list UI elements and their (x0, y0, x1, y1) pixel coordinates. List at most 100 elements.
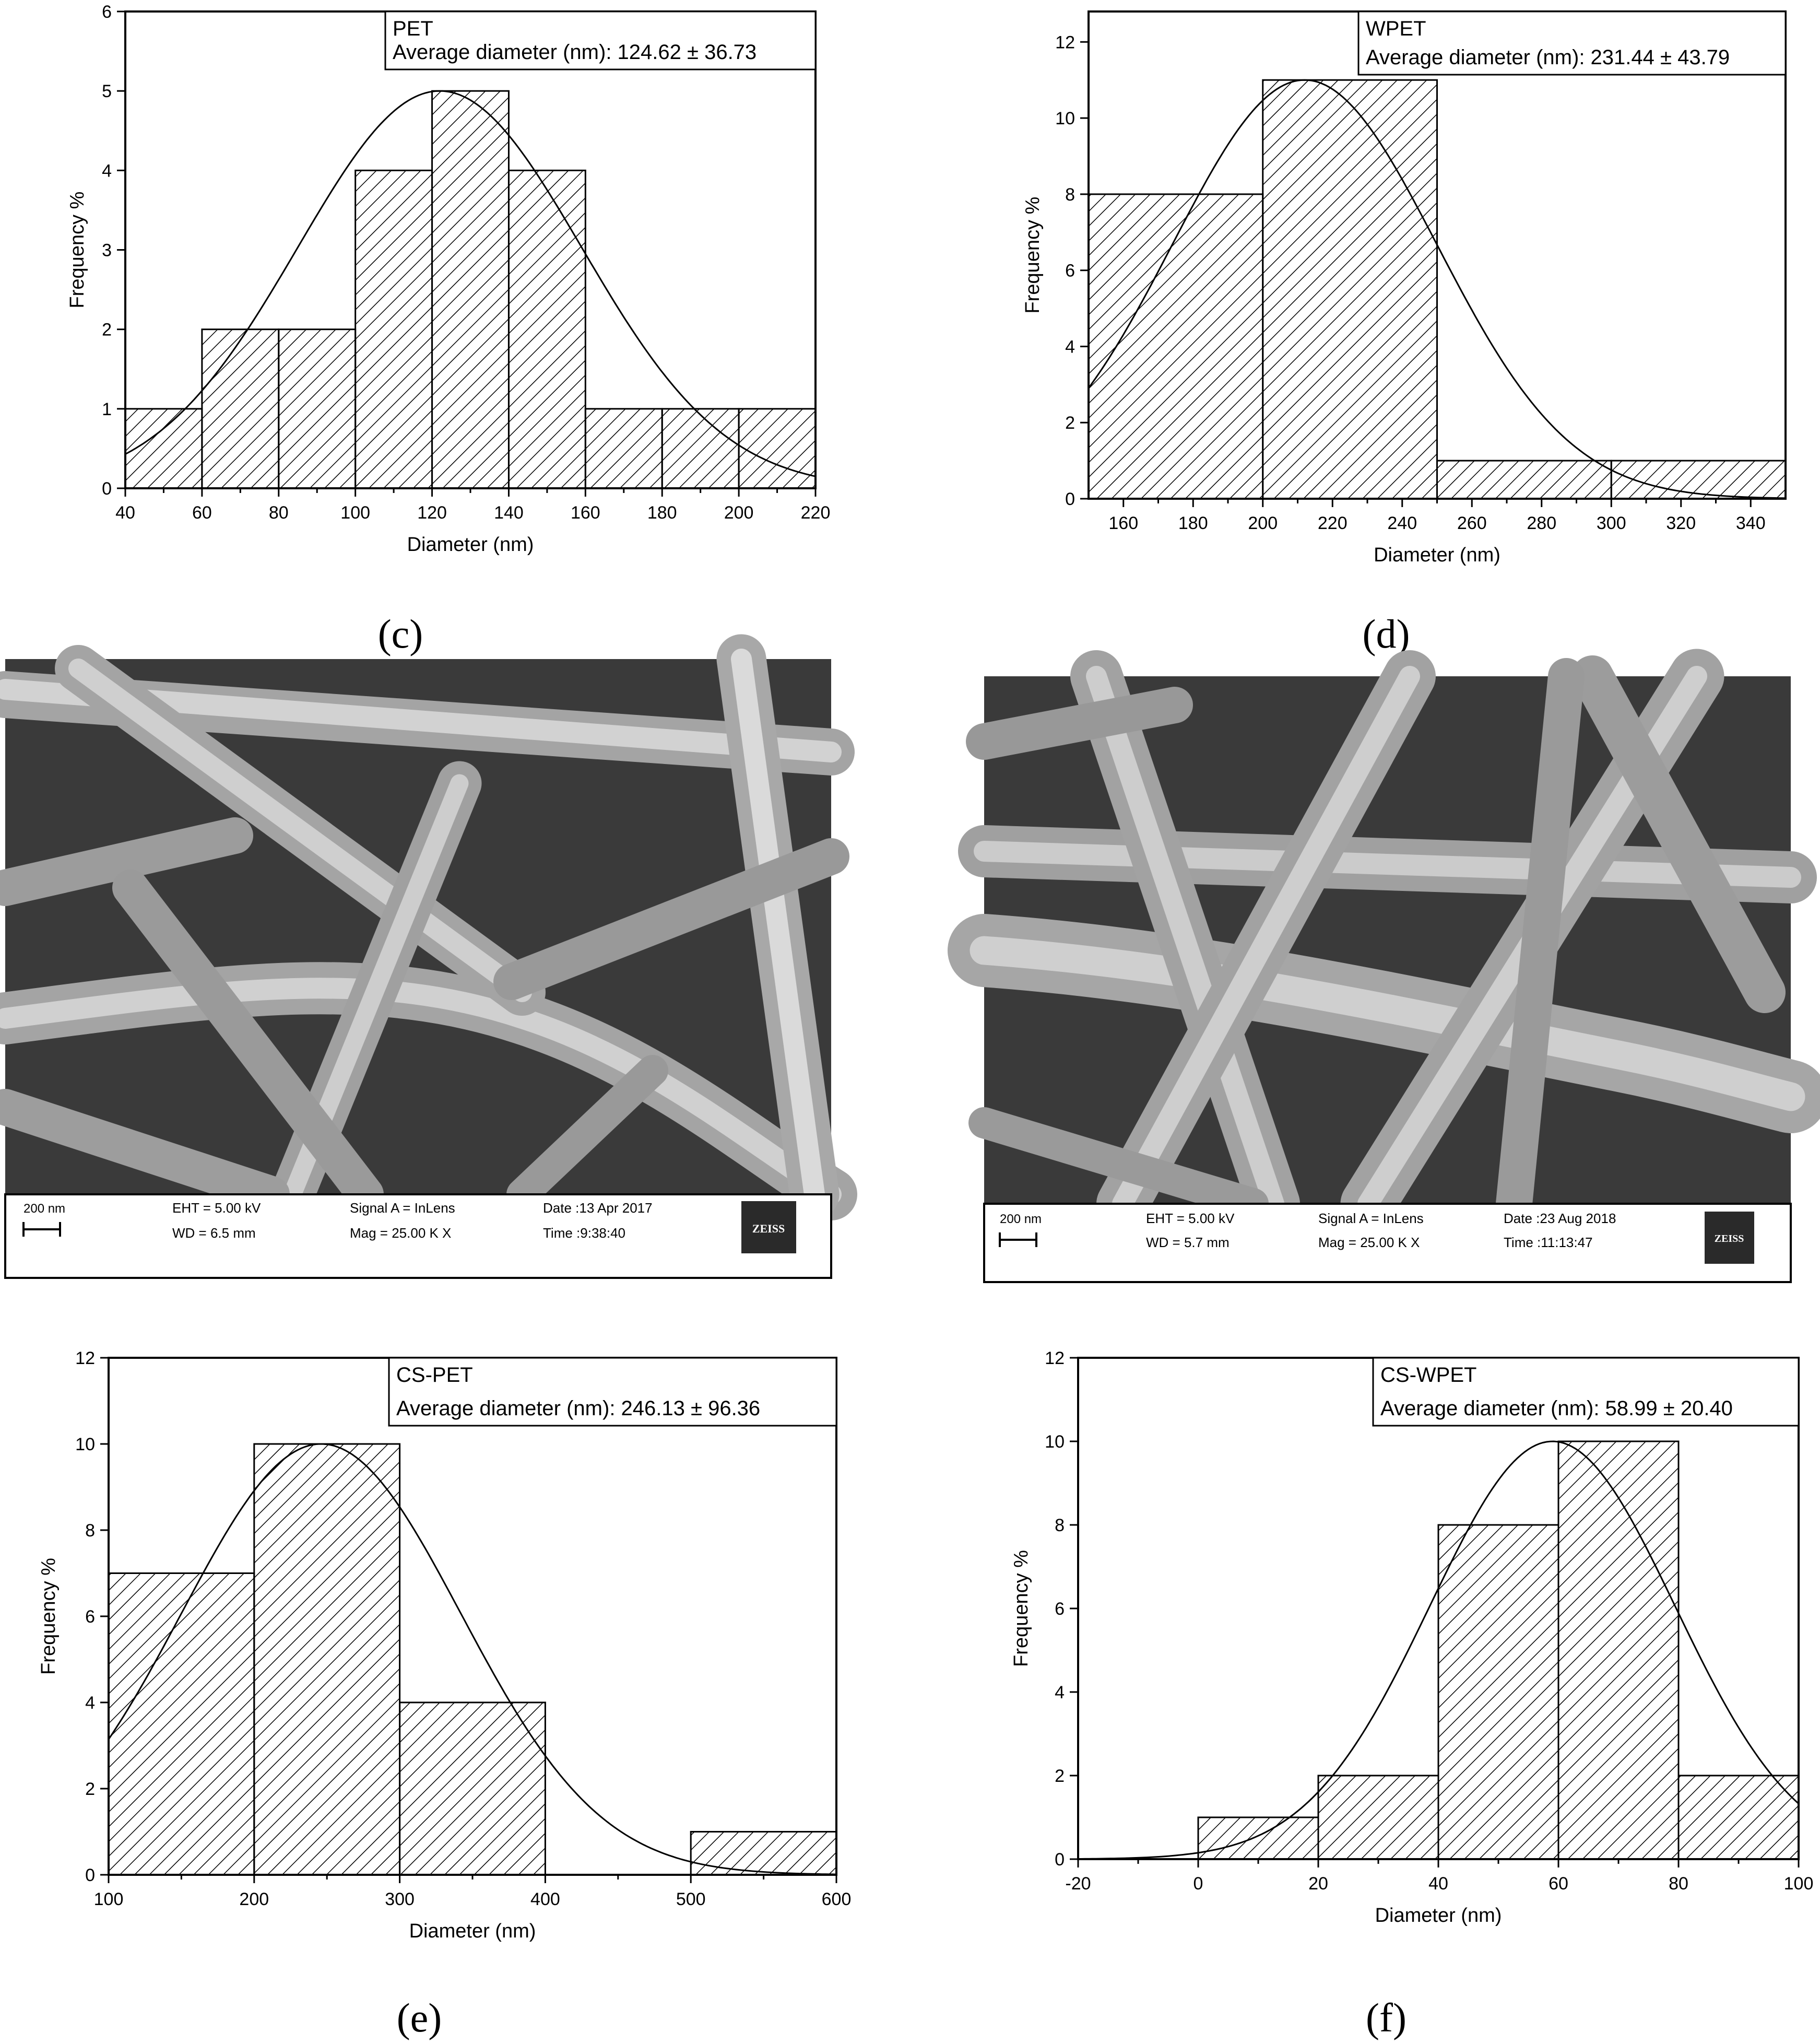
histogram-panel-c: 40 60 80 100 120 140 160 180 200 220 0 1 2 3 4 5 6 Diamet… (66, 2, 830, 556)
x-tick-label-d-4: 240 (1387, 513, 1417, 533)
x-tick-label-f-4: 60 (1549, 1874, 1568, 1894)
normal-fit-curve-f (1078, 1440, 1800, 1860)
legend-title-f: CS-WPET (1380, 1364, 1476, 1387)
x-tick-label-f-0: -20 (1065, 1874, 1091, 1894)
histogram-bar-c-0 (124, 408, 203, 489)
zeiss-logo-right (1705, 1212, 1754, 1264)
histogram-bar-f-3 (1557, 1440, 1680, 1860)
x-tick-label-d-6: 280 (1527, 513, 1556, 533)
legend-box-e (388, 1357, 837, 1427)
legend-stats-f: Average diameter (nm): 58.99 ± 20.40 (1380, 1397, 1733, 1420)
histogram-panel-e: 100 200 300 400 500 600 0 2 4 6 8 10 12 Diameter (nm)… (38, 1348, 851, 1942)
x-tick-label-c-9: 220 (801, 503, 831, 523)
normal-fit-curve-d (1088, 79, 1786, 499)
y-tick-label-e-3: 6 (85, 1607, 95, 1627)
zeiss-logo-left (741, 1201, 796, 1253)
histogram-bar-c-2 (278, 328, 357, 489)
y-tick-label-f-1: 2 (1055, 1766, 1065, 1786)
signal-label-left: Signal A = InLens (350, 1200, 455, 1216)
date-label-left: Date :13 Apr 2017 (543, 1200, 653, 1216)
mag-label-left: Mag = 25.00 K X (350, 1225, 451, 1241)
histogram-bar-d-1 (1262, 79, 1438, 500)
y-axis-label-e: Frequency % (38, 1558, 60, 1675)
x-tick-label-f-6: 100 (1784, 1874, 1814, 1894)
x-axis-label-e: Diameter (nm) (409, 1920, 536, 1942)
x-tick-label-c-4: 120 (417, 503, 447, 523)
wd-label-left: WD = 6.5 mm (172, 1225, 256, 1241)
legend-stats-c: Average diameter (nm): 124.62 ± 36.73 (393, 41, 757, 64)
sem-image-left: 200 nm EHT = 5.00 kV WD = 6.5 mm Signal … (0, 634, 857, 1279)
sem-image-right: 200 nm EHT = 5.00 kV WD = 5.7 mm Signal … (948, 649, 1820, 1283)
zeiss-logo-text-right: ZEISS (1715, 1233, 1744, 1244)
y-axis-label-f: Frequency % (1010, 1550, 1032, 1667)
y-tick-label-e-1: 2 (85, 1779, 95, 1799)
x-tick-label-d-5: 260 (1457, 513, 1487, 533)
normal-fit-curve-c (125, 90, 816, 477)
x-tick-label-d-3: 220 (1318, 513, 1348, 533)
x-tick-label-c-6: 160 (571, 503, 600, 523)
y-axis-label-d: Frequency % (1022, 197, 1044, 314)
time-label-right: Time :11:13:47 (1504, 1235, 1593, 1250)
histogram-bar-c-8 (738, 408, 817, 489)
y-tick-label-c-1: 1 (102, 400, 112, 419)
x-tick-label-c-3: 100 (340, 503, 370, 523)
panel-label-c: (c) (378, 611, 423, 656)
x-tick-label-d-0: 160 (1108, 513, 1138, 533)
legend-title-c: PET (393, 17, 433, 40)
y-tick-label-f-2: 4 (1055, 1683, 1065, 1702)
y-axis-label-c: Frequency % (66, 192, 88, 309)
x-tick-label-d-8: 320 (1666, 513, 1696, 533)
legend-title-e: CS-PET (396, 1364, 473, 1387)
histogram-bar-c-4 (431, 90, 510, 489)
panel-label-d: (d) (1363, 611, 1410, 656)
sem-fibers-right (948, 649, 1820, 1231)
y-tick-label-c-3: 3 (102, 241, 112, 261)
histogram-bar-d-3 (1610, 460, 1787, 500)
histogram-bar-c-6 (584, 408, 663, 489)
time-label-left: Time :9:38:40 (543, 1225, 625, 1241)
x-tick-label-e-1: 200 (239, 1889, 269, 1909)
y-tick-label-f-0: 0 (1055, 1850, 1065, 1870)
y-tick-label-e-2: 4 (85, 1693, 95, 1713)
legend-box-d (1357, 10, 1787, 76)
x-tick-label-c-2: 80 (269, 503, 289, 523)
x-tick-label-e-5: 600 (822, 1889, 852, 1909)
histogram-bar-f-2 (1437, 1524, 1559, 1860)
histogram-bar-c-1 (201, 328, 280, 489)
x-tick-label-c-0: 40 (115, 503, 135, 523)
x-tick-label-d-9: 340 (1736, 513, 1766, 533)
histogram-bar-f-4 (1677, 1775, 1800, 1860)
y-tick-label-e-0: 0 (85, 1865, 95, 1885)
y-tick-label-e-6: 12 (75, 1348, 95, 1368)
x-tick-label-e-3: 400 (530, 1889, 560, 1909)
x-tick-label-c-5: 140 (494, 503, 524, 523)
histogram-panel-d: 160 180 200 220 240 260 280 300 320 340 0 2 4 6 8 10 12 D… (1022, 10, 1787, 566)
y-tick-label-f-4: 8 (1055, 1516, 1065, 1535)
legend-stats-e: Average diameter (nm): 246.13 ± 96.36 (396, 1397, 760, 1420)
x-tick-label-e-4: 500 (676, 1889, 706, 1909)
scale-bar-label-right: 200 nm (1000, 1212, 1042, 1226)
x-tick-label-e-0: 100 (94, 1889, 124, 1909)
y-tick-label-c-4: 4 (102, 161, 112, 181)
histogram-bar-c-7 (661, 408, 740, 489)
x-tick-label-f-2: 20 (1308, 1874, 1328, 1894)
histogram-bar-e-0 (108, 1572, 255, 1876)
x-tick-label-d-7: 300 (1597, 513, 1626, 533)
histogram-bar-d-0 (1088, 193, 1264, 500)
eht-label-left: EHT = 5.00 kV (172, 1200, 261, 1216)
x-tick-label-f-1: 0 (1193, 1874, 1203, 1894)
wd-label-right: WD = 5.7 mm (1146, 1235, 1230, 1250)
x-axis-label-f: Diameter (nm) (1375, 1905, 1502, 1926)
y-tick-label-c-2: 2 (102, 320, 112, 340)
date-label-right: Date :23 Aug 2018 (1504, 1211, 1616, 1226)
x-tick-label-c-8: 200 (724, 503, 754, 523)
y-tick-label-f-3: 6 (1055, 1599, 1065, 1619)
y-tick-label-d-2: 4 (1065, 337, 1075, 357)
x-tick-label-c-7: 180 (647, 503, 677, 523)
histogram-bar-e-2 (399, 1701, 546, 1876)
histogram-bar-f-0 (1197, 1816, 1319, 1860)
legend-stats-d: Average diameter (nm): 231.44 ± 43.79 (1366, 46, 1730, 69)
histogram-bar-e-1 (253, 1443, 401, 1876)
normal-fit-curve-e (108, 1443, 837, 1875)
